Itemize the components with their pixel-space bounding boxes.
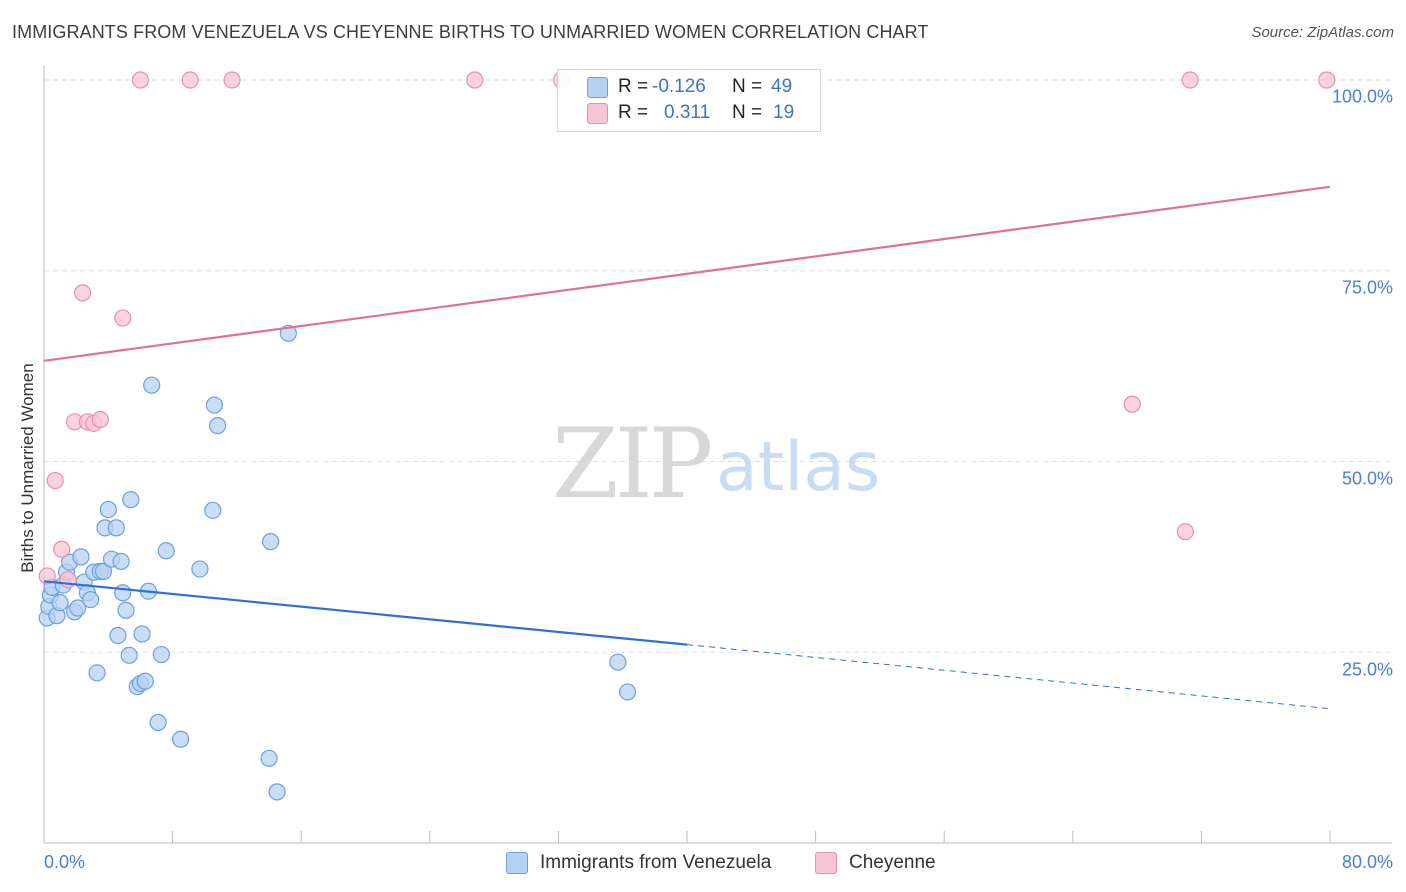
venezuela-n-value: 49 (771, 76, 793, 97)
cheyenne-point-13 (466, 71, 484, 89)
venezuela-point-26 (117, 601, 135, 619)
venezuela-point-16 (88, 664, 106, 682)
y-axis-label: Births to Unmarried Women (18, 363, 37, 573)
cheyenne-point-12 (223, 71, 241, 89)
venezuela-point-41 (205, 396, 223, 414)
cheyenne-point-10 (131, 71, 150, 89)
venezuela-trend-extension (686, 644, 1331, 710)
y-tick-25: 25.0% (1341, 659, 1393, 680)
watermark-atlas: atlas (716, 428, 881, 507)
venezuela-point-18 (94, 562, 113, 580)
legend-item-cheyenne: Cheyenne (815, 852, 936, 874)
x-tick-min: 0.0% (44, 852, 86, 872)
cheyenne-point-8 (91, 410, 109, 429)
venezuela-point-31 (133, 625, 151, 643)
venezuela-point-39 (191, 560, 209, 578)
legend-item-venezuela: Immigrants from Venezuela (506, 852, 771, 874)
cheyenne-point-17 (1181, 71, 1199, 89)
y-tick-100: 100.0% (1331, 86, 1393, 107)
cheyenne-trend-line (43, 185, 1331, 362)
y-tick-75: 75.0% (1341, 277, 1393, 298)
cheyenne-point-18 (1318, 71, 1336, 89)
legend-cheyenne-swatch (815, 852, 837, 874)
cheyenne-r-label: R = (618, 102, 649, 123)
venezuela-point-28 (122, 491, 140, 509)
venezuela-point-34 (143, 376, 161, 394)
venezuela-point-20 (99, 500, 117, 519)
cheyenne-r-value: 0.311 (664, 102, 711, 123)
cheyenne-point-0 (38, 567, 56, 585)
venezuela-swatch (587, 77, 608, 98)
legend-venezuela-label: Immigrants from Venezuela (540, 852, 772, 873)
cheyenne-point-1 (46, 471, 64, 490)
venezuela-point-10 (69, 599, 87, 617)
venezuela-r-label: R = (618, 76, 649, 97)
y-tick-50: 50.0% (1341, 468, 1393, 489)
venezuela-trend-line (43, 580, 688, 646)
cheyenne-n-label: N = (732, 102, 763, 123)
venezuela-point-43 (262, 533, 280, 551)
venezuela-point-25 (114, 584, 132, 602)
watermark-zip: ZIP (552, 408, 713, 520)
series-legend: Immigrants from Venezuela Cheyenne (0, 852, 1406, 878)
cheyenne-n-value: 19 (773, 102, 795, 123)
cheyenne-point-16 (1176, 523, 1194, 541)
correlation-legend: R = -0.126 N = 49 R = 0.311 N = 19 (557, 69, 821, 132)
venezuela-point-11 (72, 548, 90, 566)
cheyenne-point-3 (59, 571, 77, 589)
venezuela-point-38 (172, 730, 190, 748)
venezuela-point-35 (149, 713, 167, 732)
venezuela-point-45 (268, 783, 286, 801)
venezuela-point-37 (157, 542, 175, 560)
venezuela-point-40 (204, 501, 222, 519)
cheyenne-point-2 (53, 540, 71, 558)
legend-cheyenne-label: Cheyenne (849, 852, 936, 873)
cheyenne-swatch (587, 103, 608, 124)
cheyenne-point-9 (114, 309, 132, 327)
cheyenne-point-15 (1123, 395, 1141, 413)
venezuela-point-42 (209, 417, 227, 435)
venezuela-point-23 (109, 626, 127, 645)
x-tick-max: 80.0% (1341, 852, 1393, 872)
venezuela-point-24 (112, 552, 130, 571)
venezuela-point-5 (51, 594, 69, 612)
venezuela-point-22 (107, 519, 125, 537)
venezuela-r-value: -0.126 (652, 76, 706, 97)
cheyenne-point-5 (73, 284, 92, 302)
venezuela-point-44 (260, 749, 278, 767)
venezuela-point-27 (120, 646, 138, 664)
chart-title: IMMIGRANTS FROM VENEZUELA VS CHEYENNE BI… (12, 22, 929, 42)
venezuela-point-47 (609, 653, 627, 671)
venezuela-point-32 (136, 672, 154, 690)
legend-venezuela-swatch (506, 852, 528, 874)
cheyenne-point-11 (181, 71, 199, 89)
venezuela-point-48 (618, 683, 637, 701)
venezuela-n-label: N = (732, 76, 763, 97)
chart-source: Source: ZipAtlas.com (1251, 24, 1394, 41)
venezuela-point-14 (82, 591, 100, 609)
venezuela-point-36 (152, 645, 170, 664)
